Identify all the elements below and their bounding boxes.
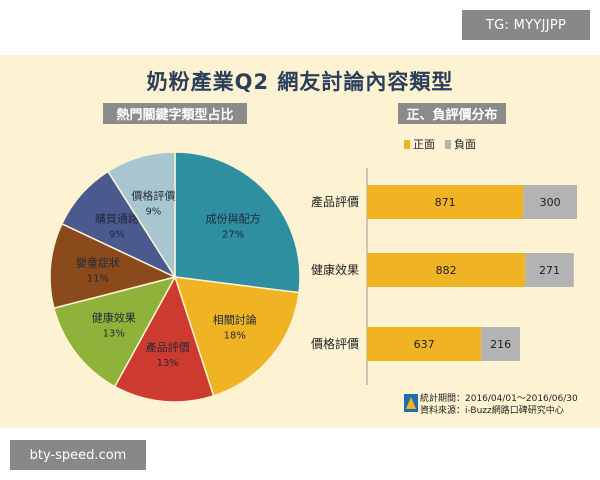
bar-positive-label: 871	[435, 196, 456, 209]
pie-slice-label: 成份與配方	[206, 212, 261, 226]
pie-slice-value: 9%	[145, 207, 161, 218]
pie-slice-label: 嬰童症狀	[76, 256, 120, 270]
bar-positive-label: 882	[436, 264, 457, 277]
page-title: 奶粉產業Q2 網友討論內容類型	[146, 70, 454, 94]
footer-source: 統計期間：2016/04/01～2016/06/30 資料來源：i-Buzz網路…	[420, 393, 578, 417]
legend-item-negative: 負面	[445, 136, 476, 152]
footer-source-text: 資料來源：i-Buzz網路口碑研究中心	[420, 406, 564, 416]
watermark-top: TG: MYYJJPP	[462, 10, 590, 40]
bar-negative	[523, 185, 577, 219]
bar-negative-label: 271	[539, 264, 560, 277]
pie-slice-value: 13%	[157, 358, 179, 369]
legend-label-positive: 正面	[413, 138, 435, 151]
bar-positive	[367, 185, 524, 219]
pie-slice	[49, 222, 178, 309]
bar-negative-label: 216	[490, 338, 511, 351]
bar-positive	[367, 253, 526, 287]
bar-negative	[525, 253, 574, 287]
pie-slice-value: 13%	[103, 329, 125, 340]
pie-slice-value: 9%	[109, 230, 125, 241]
bar-negative-label: 300	[540, 196, 561, 209]
bar-category-label: 健康效果	[311, 262, 359, 277]
legend-label-negative: 負面	[454, 138, 476, 151]
pie-slice-label: 健康效果	[92, 311, 136, 325]
bar-negative	[481, 327, 520, 361]
footer-period: 統計期間：2016/04/01～2016/06/30	[420, 394, 578, 404]
bar-category-label: 價格評價	[311, 336, 359, 351]
watermark-bottom: bty-speed.com	[10, 440, 146, 470]
pie-slice-value: 11%	[87, 274, 109, 285]
pie-slice	[173, 276, 300, 397]
pie-slice-value: 27%	[222, 230, 244, 241]
pie-slice-label: 購買通路	[95, 212, 139, 226]
pie-slice-value: 18%	[224, 330, 246, 341]
i-buzz-logo-icon	[404, 394, 418, 412]
bar-legend: 正面 負面	[404, 136, 476, 152]
pie-slice	[174, 151, 301, 294]
bar-positive	[367, 327, 482, 361]
pie-slice-label: 產品評價	[146, 340, 190, 354]
bar-category-label: 產品評價	[311, 194, 359, 209]
bar-positive-label: 637	[414, 338, 435, 351]
pie-slice-label: 價格評價	[131, 189, 175, 203]
pie-slice-label: 相關討論	[213, 312, 257, 326]
legend-item-positive: 正面	[404, 136, 435, 152]
pie-chart-title: 熱門關鍵字類型占比	[103, 103, 247, 124]
pie-slice	[53, 275, 177, 388]
legend-swatch-negative	[445, 139, 451, 149]
pie-slice	[113, 275, 215, 403]
bar-chart-title: 正、負評價分布	[398, 103, 506, 124]
pie-slice	[106, 151, 176, 280]
legend-swatch-positive	[404, 139, 410, 149]
